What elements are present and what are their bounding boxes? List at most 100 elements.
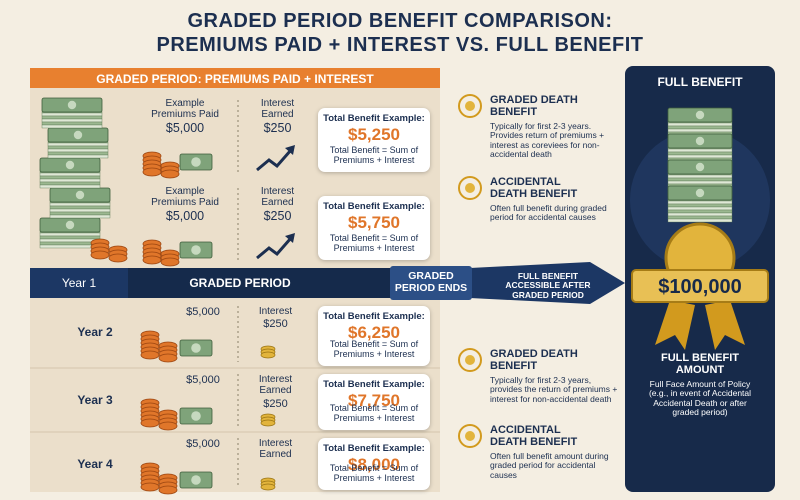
coin	[158, 485, 178, 495]
bill-edge	[667, 125, 733, 130]
premium: $5,000	[165, 209, 205, 223]
year-label: Year 3	[77, 393, 113, 407]
bill-seal	[695, 136, 705, 146]
coin	[160, 257, 180, 267]
total-box: Total Benefit Example: $5,750 Total Benefi…	[318, 196, 430, 260]
bill-edge	[49, 202, 111, 207]
bill-seal	[65, 160, 75, 170]
formula: Total Benefit = Sum of Premiums + Intere…	[329, 233, 419, 253]
coin	[158, 421, 178, 431]
bill-edge	[667, 122, 733, 127]
bill-edge	[667, 180, 733, 185]
bill-edge	[47, 151, 109, 156]
bill-edge	[49, 211, 111, 216]
amount-banner	[631, 269, 769, 303]
bill-edge	[667, 206, 733, 211]
gold-coin	[260, 483, 276, 491]
bill-edge	[39, 175, 101, 180]
box-label: Total Benefit Example:	[323, 113, 425, 124]
info-icon-core	[465, 183, 475, 193]
bill-seal	[191, 157, 201, 167]
interest: $250	[263, 318, 288, 330]
interest-label: Interest Earned	[258, 374, 293, 396]
box-label: Total Benefit Example:	[323, 379, 425, 390]
year1: Year 1	[61, 276, 97, 290]
interest-label: Interest	[258, 306, 293, 317]
total-box: Total Benefit Example: $8,000 Total Benefi…	[318, 438, 430, 490]
interest: $250	[263, 121, 292, 135]
coin	[140, 418, 160, 428]
total: $5,750	[348, 213, 400, 232]
info-text: Often full benefit during graded period …	[490, 203, 607, 223]
bill-seal	[695, 188, 705, 198]
total-box: Total Benefit Example: $6,250 Total Benefi…	[318, 306, 430, 366]
bill-edge	[667, 151, 733, 156]
bill-edge	[41, 118, 103, 123]
bill-seal	[191, 245, 201, 255]
bill-edge	[39, 178, 101, 183]
bill-edge	[49, 205, 111, 210]
bill-edge	[47, 154, 109, 159]
bill-edge	[667, 215, 733, 220]
bill-seal	[73, 130, 83, 140]
growth-arrow-head	[285, 233, 295, 243]
bill-edge	[667, 174, 733, 179]
timeline-arrow	[470, 262, 625, 304]
bill-seal	[75, 190, 85, 200]
bill-seal	[67, 100, 77, 110]
info-title: ACCIDENTAL DEATH BENEFIT	[490, 424, 578, 449]
full-amount: $100,000	[658, 276, 742, 298]
formula: Total Benefit = Sum of Premiums + Intere…	[329, 463, 419, 483]
bill-edge	[47, 142, 109, 147]
ribbon	[655, 300, 695, 350]
bill-edge	[49, 208, 111, 213]
bill-edge	[39, 235, 101, 240]
info-text: Typically for first 2-3 years. Provides …	[490, 121, 605, 160]
premium-label: Example Premiums Paid	[151, 98, 219, 120]
coin	[140, 482, 160, 492]
full-label: FULL BENEFIT AMOUNT	[660, 352, 739, 377]
bill-edge	[39, 181, 101, 186]
ribbon	[705, 300, 745, 350]
bill-seal	[191, 343, 201, 353]
bill-edge	[667, 128, 733, 133]
coin	[140, 350, 160, 360]
full-text: Full Face Amount of Policy (e.g., in eve…	[648, 379, 752, 418]
info-text: Often full benefit amount during graded …	[490, 451, 609, 480]
formula: Total Benefit = Sum of Premiums + Intere…	[329, 339, 419, 359]
total: $6,250	[348, 323, 400, 342]
gold-coin	[260, 351, 276, 359]
panel-header	[30, 68, 440, 88]
after-text: FULL BENEFIT ACCESSIBLE AFTER GRADED PER…	[505, 271, 591, 300]
total-box: Total Benefit Example: $5,250 Total Benefi…	[318, 108, 430, 172]
bill-edge	[39, 172, 101, 177]
year-label: Year 4	[77, 457, 113, 471]
bill-edge	[47, 148, 109, 153]
premium: $5,000	[186, 306, 220, 318]
info-icon-core	[465, 431, 475, 441]
total: $7,750	[348, 391, 400, 410]
full-header: FULL BENEFIT	[657, 75, 743, 89]
bill-seal	[695, 162, 705, 172]
box-label: Total Benefit Example:	[323, 443, 425, 454]
info-title: GRADED DEATH BENEFIT	[490, 348, 578, 373]
bill-seal	[65, 220, 75, 230]
period-ends: GRADED PERIOD ENDS	[394, 270, 468, 294]
coin	[90, 250, 110, 260]
growth-arrow-head	[285, 145, 295, 155]
bill-seal	[191, 475, 201, 485]
premium: $5,000	[186, 438, 220, 450]
bill-seal	[191, 411, 201, 421]
info-title: GRADED DEATH BENEFIT	[490, 94, 578, 119]
bill-edge	[667, 200, 733, 205]
premium: $5,000	[165, 121, 205, 135]
bill-edge	[667, 148, 733, 153]
interest-label: Interest Earned	[258, 438, 293, 460]
info-title: ACCIDENTAL DEATH BENEFIT	[490, 176, 578, 201]
box-label: Total Benefit Example:	[323, 311, 425, 322]
info-icon-core	[465, 101, 475, 111]
title: GRADED PERIOD BENEFIT COMPARISON:	[187, 10, 613, 32]
bill-edge	[41, 112, 103, 117]
